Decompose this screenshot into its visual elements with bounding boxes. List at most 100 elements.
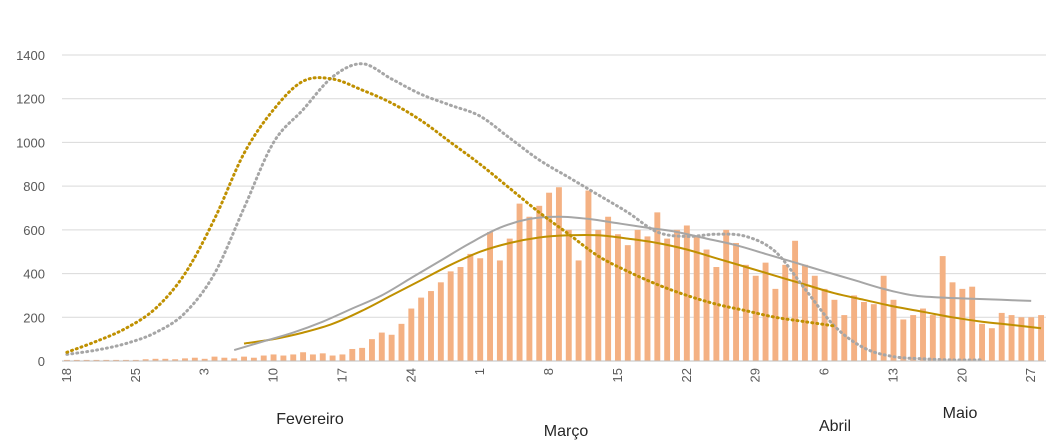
month-labels: Fevereiro Março Abril Maio — [276, 405, 977, 440]
x-tick-label: 6 — [817, 368, 832, 375]
bar — [378, 332, 385, 361]
bar — [674, 229, 680, 361]
y-tick-label: 400 — [23, 267, 45, 282]
x-tick-label: 22 — [679, 368, 694, 382]
bar — [1028, 317, 1035, 361]
x-tick-label: 3 — [197, 368, 212, 375]
bar — [615, 234, 621, 361]
bar — [1038, 315, 1045, 361]
bar — [477, 258, 484, 361]
bar — [772, 288, 779, 361]
y-tick-label: 1000 — [16, 135, 45, 150]
bar — [467, 253, 474, 361]
bar — [585, 190, 592, 361]
bar — [526, 216, 533, 361]
y-tick-label: 1200 — [16, 92, 45, 107]
bar — [1018, 317, 1025, 361]
bar — [654, 212, 661, 361]
x-tick-label: 27 — [1023, 368, 1038, 382]
bar — [998, 312, 1005, 361]
bar — [762, 262, 769, 361]
bar — [113, 359, 120, 361]
bar — [644, 236, 651, 361]
bar — [851, 295, 858, 361]
bar — [241, 356, 247, 361]
bar — [792, 240, 799, 361]
bar — [418, 297, 425, 361]
bar — [703, 249, 710, 361]
bar — [63, 359, 70, 361]
bar — [250, 357, 257, 361]
bar — [861, 301, 867, 361]
bar — [349, 348, 356, 361]
y-tick-label: 1400 — [16, 48, 45, 63]
bar — [634, 229, 641, 361]
x-tick-label: 13 — [886, 368, 901, 382]
bar — [398, 323, 405, 361]
bar — [841, 315, 848, 361]
bar — [890, 299, 897, 361]
bar — [487, 232, 493, 361]
x-tick-label: 10 — [266, 368, 281, 382]
bar — [329, 355, 336, 361]
bar — [910, 315, 917, 361]
bar — [624, 245, 631, 361]
bar — [831, 299, 838, 361]
y-axis-ticks: 0 200 400 600 800 1000 1200 1400 — [16, 48, 45, 369]
bar — [605, 216, 612, 361]
y-tick-label: 800 — [23, 179, 45, 194]
x-tick-label: 20 — [954, 368, 969, 382]
bar — [929, 315, 936, 361]
month-label: Maio — [943, 405, 978, 422]
bar — [595, 229, 602, 361]
bar — [388, 334, 395, 361]
x-tick-label: 1 — [472, 368, 487, 375]
bar — [506, 238, 513, 361]
bar — [555, 187, 562, 361]
bar — [369, 339, 375, 361]
bar — [359, 347, 366, 361]
bar — [920, 308, 926, 361]
x-tick-label: 17 — [334, 368, 349, 382]
bar — [988, 328, 995, 361]
y-tick-label: 0 — [38, 354, 45, 369]
bar — [142, 359, 149, 361]
bars — [63, 187, 1045, 361]
bar — [969, 286, 976, 361]
bar — [103, 359, 110, 361]
trend-line — [233, 215, 1032, 352]
bar — [1008, 315, 1015, 361]
bar — [447, 271, 454, 361]
bar — [733, 242, 739, 361]
bar — [201, 358, 208, 361]
bar — [900, 319, 907, 361]
bar — [565, 229, 572, 361]
y-tick-label: 200 — [23, 310, 45, 325]
x-axis-ticks: 18 25 3 10 17 24 1 8 15 22 29 6 13 20 27 — [59, 368, 1038, 382]
dotted-trend-line — [65, 62, 984, 362]
bar — [664, 238, 671, 361]
bar — [221, 357, 228, 361]
trend-lines — [65, 62, 1042, 362]
bar — [231, 358, 238, 361]
gridlines — [62, 54, 1046, 362]
y-tick-label: 600 — [23, 223, 45, 238]
x-tick-label: 24 — [403, 368, 418, 382]
bar — [300, 352, 307, 361]
bar — [73, 359, 80, 361]
x-tick-label: 15 — [610, 368, 625, 382]
bar — [93, 359, 100, 361]
bar — [123, 359, 129, 361]
bar — [979, 323, 985, 361]
bar — [280, 355, 287, 361]
bar — [437, 282, 444, 361]
bar — [516, 203, 523, 361]
bar — [152, 358, 159, 361]
bar — [575, 260, 582, 361]
bar — [172, 359, 179, 361]
bar — [959, 288, 966, 361]
bar — [457, 267, 464, 361]
x-tick-label: 18 — [59, 368, 74, 382]
month-label: Abril — [819, 418, 851, 435]
